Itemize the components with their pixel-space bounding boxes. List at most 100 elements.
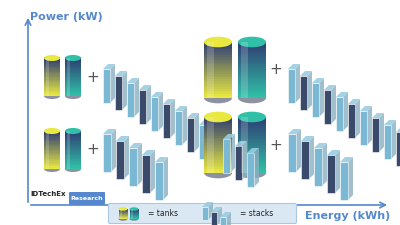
Bar — [65, 146, 81, 147]
Polygon shape — [206, 120, 211, 159]
Bar — [204, 156, 232, 158]
Polygon shape — [182, 106, 187, 145]
Bar — [238, 58, 266, 61]
Bar — [204, 161, 232, 164]
Bar — [204, 73, 232, 76]
Bar — [238, 70, 266, 72]
Polygon shape — [163, 99, 175, 104]
Bar — [130, 215, 138, 216]
Ellipse shape — [118, 217, 128, 221]
Bar — [130, 216, 138, 217]
Bar — [65, 84, 81, 86]
Bar — [238, 96, 266, 98]
Bar — [44, 160, 60, 161]
Bar — [65, 85, 81, 87]
Bar — [65, 93, 81, 95]
Bar — [155, 162, 163, 200]
Bar — [238, 154, 266, 156]
Bar — [44, 158, 60, 160]
Bar — [120, 209, 122, 219]
Bar — [204, 124, 232, 126]
Bar — [65, 90, 81, 92]
Bar — [44, 85, 60, 87]
Bar — [65, 137, 81, 139]
Ellipse shape — [65, 128, 81, 134]
Polygon shape — [396, 127, 400, 132]
Bar — [65, 162, 81, 164]
Polygon shape — [194, 113, 199, 152]
Bar — [204, 47, 232, 50]
Bar — [44, 162, 60, 164]
Text: Research: Research — [71, 196, 103, 201]
FancyBboxPatch shape — [69, 192, 105, 205]
Bar — [65, 161, 81, 163]
Bar — [44, 68, 60, 69]
Polygon shape — [301, 136, 314, 141]
Polygon shape — [331, 85, 336, 124]
Bar — [65, 152, 81, 154]
Bar — [65, 136, 81, 137]
Polygon shape — [124, 136, 129, 179]
Bar — [223, 139, 230, 173]
Bar — [44, 76, 60, 78]
Polygon shape — [309, 136, 314, 179]
Bar — [211, 132, 218, 166]
Bar — [130, 211, 138, 212]
Bar — [44, 153, 60, 155]
Bar — [44, 78, 60, 79]
Bar — [65, 157, 81, 159]
Bar — [204, 60, 232, 63]
Bar — [118, 212, 128, 213]
Bar — [204, 86, 232, 89]
Bar — [238, 131, 266, 134]
Polygon shape — [217, 207, 222, 225]
Polygon shape — [379, 113, 384, 152]
Polygon shape — [226, 212, 231, 225]
Bar — [118, 216, 128, 217]
Bar — [44, 59, 60, 61]
Bar — [44, 134, 60, 136]
Bar — [238, 117, 266, 119]
Bar — [65, 156, 81, 157]
Polygon shape — [335, 150, 340, 193]
Bar — [238, 139, 266, 141]
Bar — [129, 148, 137, 186]
Polygon shape — [134, 78, 139, 117]
Bar — [118, 209, 128, 210]
Polygon shape — [110, 64, 115, 103]
Bar — [44, 90, 60, 92]
Polygon shape — [367, 106, 372, 145]
Polygon shape — [314, 143, 327, 148]
Bar — [220, 217, 226, 225]
Bar — [44, 139, 60, 141]
Bar — [44, 89, 60, 91]
Bar — [130, 210, 138, 211]
Bar — [238, 79, 266, 81]
Bar — [204, 55, 232, 57]
Text: +: + — [87, 70, 99, 85]
Bar — [130, 212, 138, 213]
Polygon shape — [103, 129, 116, 134]
Polygon shape — [220, 212, 231, 217]
Bar — [204, 122, 232, 124]
Polygon shape — [199, 120, 211, 125]
Bar — [204, 167, 232, 169]
Bar — [238, 64, 266, 66]
Text: IDTechEx: IDTechEx — [30, 191, 66, 197]
Bar — [65, 148, 81, 150]
Bar — [238, 66, 266, 68]
Bar — [118, 214, 128, 215]
Bar — [238, 158, 266, 160]
Bar — [65, 132, 81, 133]
Bar — [204, 141, 232, 143]
Bar — [238, 130, 266, 132]
Bar — [238, 90, 266, 92]
Bar — [44, 71, 60, 73]
Text: Energy (kWh): Energy (kWh) — [305, 211, 390, 221]
Bar — [130, 209, 138, 210]
Bar — [204, 68, 232, 70]
Bar — [238, 77, 266, 79]
Bar — [118, 214, 128, 215]
Bar — [204, 71, 232, 74]
Bar — [44, 137, 60, 139]
